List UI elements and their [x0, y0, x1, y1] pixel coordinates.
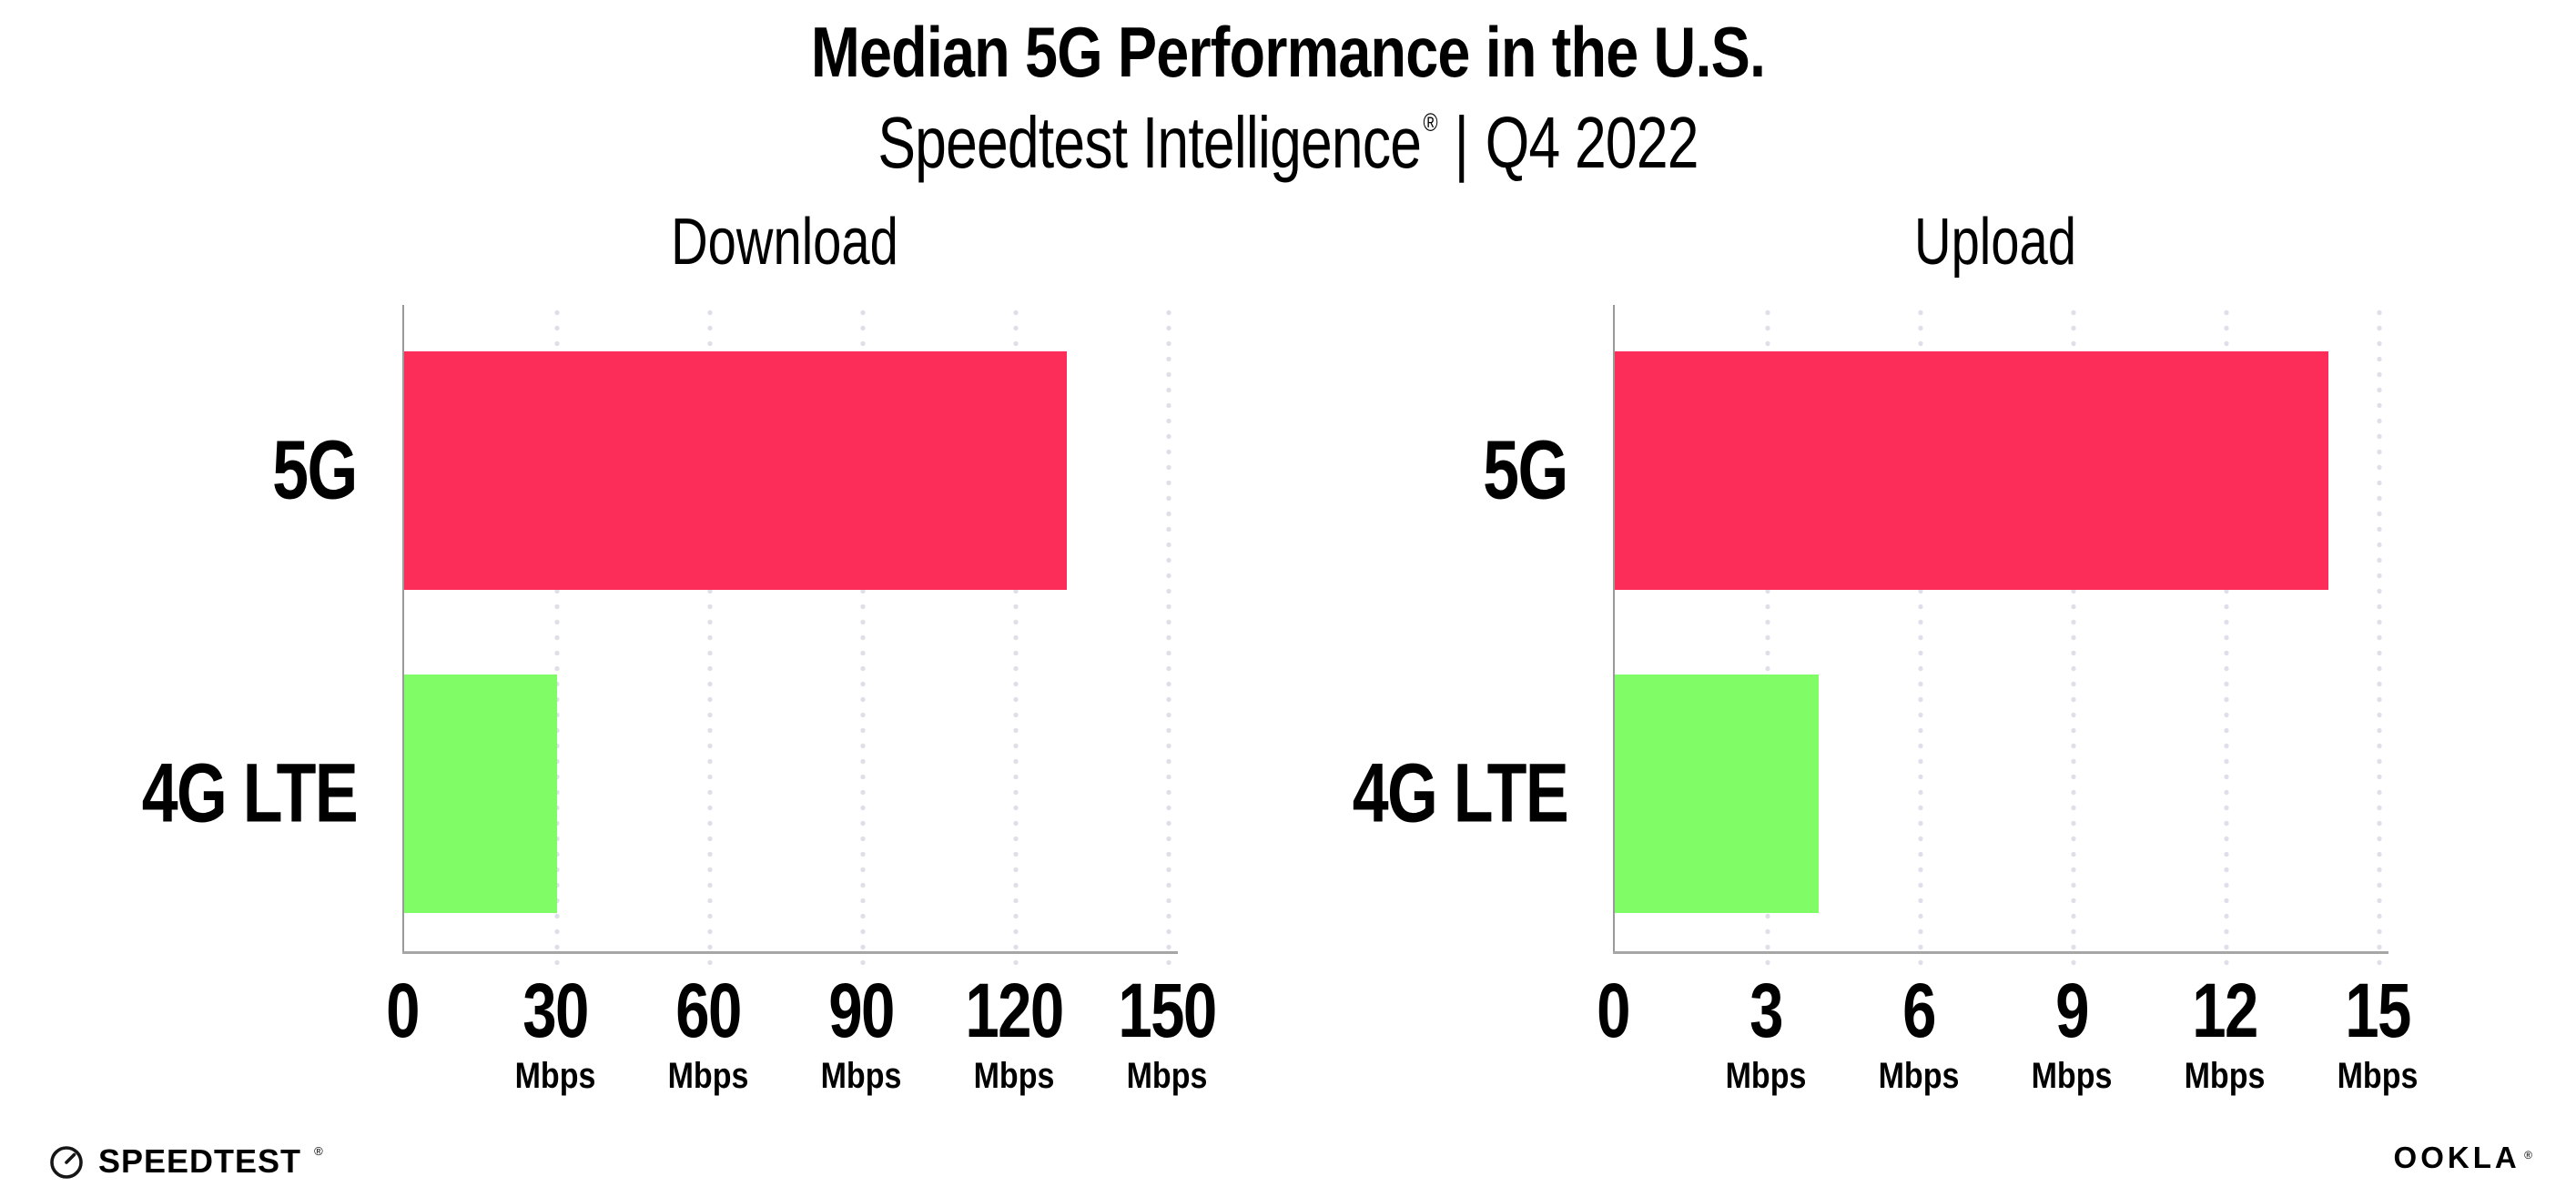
tick-unit: Mbps: [820, 1056, 902, 1096]
ookla-trademark-icon: ®: [2524, 1149, 2532, 1161]
gridline-9: [2071, 305, 2076, 966]
speedtest-trademark-icon: ®: [314, 1143, 323, 1158]
tick-value: 120: [965, 968, 1064, 1053]
tick-value: 0: [1597, 968, 1630, 1053]
tick-value: 30: [522, 968, 589, 1053]
download-category-labels: 5G 4G LTE: [46, 305, 358, 951]
subtitle-brand: Speedtest Intelligence: [877, 102, 1422, 183]
x-tick-150: 150 Mbps: [1106, 972, 1228, 1094]
gridline-3: [1765, 305, 1770, 966]
x-tick-9: 9 Mbps: [2024, 972, 2119, 1094]
tick-unit: Mbps: [2337, 1056, 2419, 1096]
category-label-4g-lte: 4G LTE: [1352, 746, 1568, 840]
tick-unit: Mbps: [973, 1056, 1055, 1096]
download-chart-title: Download: [671, 206, 898, 279]
x-tick-0: 0: [382, 972, 423, 1049]
gridline-12: [2224, 305, 2229, 966]
tick-value: 15: [2345, 968, 2411, 1053]
x-tick-0: 0: [1593, 972, 1634, 1049]
x-tick-3: 3 Mbps: [1719, 972, 1813, 1094]
subtitle-period: Q4 2022: [1485, 102, 1699, 183]
x-tick-30: 30 Mbps: [508, 972, 603, 1094]
tick-unit: Mbps: [2184, 1056, 2266, 1096]
speedtest-wordmark: SPEEDTEST: [98, 1142, 302, 1180]
category-label-5g: 5G: [1483, 423, 1568, 517]
speedtest-gauge-icon: [50, 1146, 83, 1179]
download-plot-area: [402, 305, 1178, 966]
tick-value: 150: [1118, 968, 1217, 1053]
download-x-axis-line: [402, 951, 1178, 954]
gridline-30: [554, 305, 560, 966]
x-tick-6: 6 Mbps: [1871, 972, 1966, 1094]
download-x-axis-ticks: 0 30 Mbps 60 Mbps 90 Mbps 120 Mbps 150 Mbps: [386, 972, 1217, 1100]
upload-x-axis-ticks: 0 3 Mbps 6 Mbps 9 Mbps 12 Mbps 15 Mbps: [1597, 972, 2418, 1100]
gridline-6: [1918, 305, 1923, 966]
upload-category-labels: 5G 4G LTE: [1256, 305, 1568, 951]
tick-unit: Mbps: [667, 1056, 749, 1096]
x-tick-60: 60 Mbps: [661, 972, 756, 1094]
tick-value: 3: [1749, 968, 1783, 1053]
subtitle-separator: |: [1454, 102, 1469, 183]
gridline-120: [1013, 305, 1019, 966]
category-label-5g: 5G: [272, 423, 358, 517]
page-title: Median 5G Performance in the U.S.: [810, 12, 1766, 92]
tick-value: 0: [386, 968, 420, 1053]
upload-x-axis-line: [1613, 951, 2388, 954]
gridline-60: [707, 305, 713, 966]
ookla-wordmark: OOKLA: [2393, 1141, 2520, 1174]
tick-value: 12: [2192, 968, 2258, 1053]
tick-unit: Mbps: [1126, 1056, 1208, 1096]
gridline-90: [860, 305, 866, 966]
x-tick-120: 120 Mbps: [953, 972, 1075, 1094]
gridline-150: [1166, 305, 1171, 966]
bar-4g-lte: [404, 675, 557, 913]
bar-5g: [404, 351, 1067, 590]
x-tick-15: 15 Mbps: [2330, 972, 2425, 1094]
tick-value: 60: [675, 968, 742, 1053]
tick-value: 90: [828, 968, 895, 1053]
tick-unit: Mbps: [2031, 1056, 2113, 1096]
upload-chart: Upload 5G 4G LTE 0 3 Mbps 6 Mbps 9 Mbps 12 Mbps 15…: [1256, 205, 2430, 1101]
x-tick-90: 90 Mbps: [814, 972, 908, 1094]
tick-unit: Mbps: [1725, 1056, 1807, 1096]
tick-unit: Mbps: [514, 1056, 596, 1096]
page-subtitle: Speedtest Intelligence® | Q4 2022: [283, 101, 2292, 185]
upload-chart-title: Upload: [1914, 206, 2076, 279]
x-tick-12: 12 Mbps: [2177, 972, 2272, 1094]
speedtest-logo: SPEEDTEST ®: [47, 1142, 323, 1181]
header: Median 5G Performance in the U.S. Speedt…: [0, 0, 2576, 185]
tick-value: 6: [1902, 968, 1936, 1053]
bar-5g: [1615, 351, 2328, 590]
bar-4g-lte: [1615, 675, 1819, 913]
registered-trademark-icon: ®: [1423, 108, 1438, 137]
tick-value: 9: [2055, 968, 2089, 1053]
category-label-4g-lte: 4G LTE: [141, 746, 358, 840]
upload-plot-area: [1613, 305, 2388, 966]
tick-unit: Mbps: [1878, 1056, 1960, 1096]
gridline-15: [2377, 305, 2382, 966]
ookla-logo: OOKLA ®: [2394, 1141, 2532, 1175]
download-chart: Download 5G 4G LTE 0 30 Mbps 60 Mbps 90 Mbps 120…: [46, 205, 1220, 1101]
